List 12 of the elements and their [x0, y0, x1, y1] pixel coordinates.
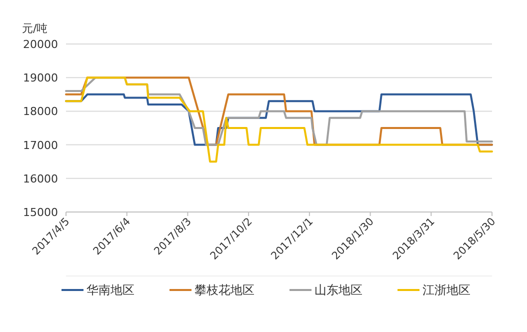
- legend-label: 山东地区: [314, 283, 362, 297]
- y-tick-label: 17000: [23, 138, 58, 152]
- y-tick-label: 19000: [23, 72, 58, 85]
- line-series: [65, 76, 493, 163]
- legend-label: 攀枝花地区: [194, 283, 254, 297]
- legend-label: 华南地区: [86, 283, 134, 297]
- y-tick-label: 20000: [23, 38, 58, 51]
- y-axis-title: 元/吨: [22, 22, 48, 35]
- y-tick-label: 18000: [23, 105, 58, 118]
- y-tick-label: 15000: [23, 206, 58, 219]
- y-tick-label: 16000: [23, 172, 58, 186]
- legend-label: 江浙地区: [422, 283, 470, 297]
